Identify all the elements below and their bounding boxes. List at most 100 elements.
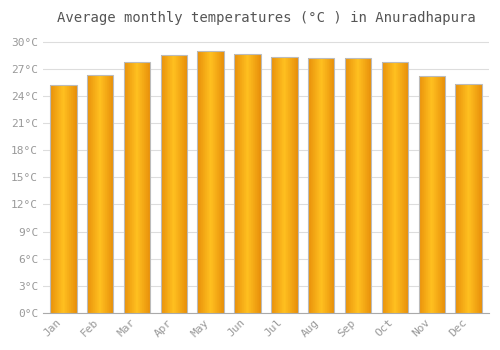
Bar xyxy=(324,57,325,313)
Bar xyxy=(212,51,214,313)
Bar xyxy=(165,55,166,313)
Bar xyxy=(442,76,443,313)
Bar xyxy=(316,57,317,313)
Bar xyxy=(172,55,173,313)
Bar xyxy=(236,54,237,313)
Bar xyxy=(331,57,332,313)
Bar xyxy=(198,51,200,313)
Bar xyxy=(472,84,474,313)
Bar xyxy=(74,85,75,313)
Bar xyxy=(173,55,174,313)
Bar xyxy=(271,57,297,313)
Bar xyxy=(277,57,278,313)
Bar xyxy=(75,85,76,313)
Title: Average monthly temperatures (°C ) in Anuradhapura: Average monthly temperatures (°C ) in An… xyxy=(56,11,476,25)
Bar xyxy=(279,57,280,313)
Bar xyxy=(358,58,360,313)
Bar xyxy=(420,76,421,313)
Bar xyxy=(360,58,362,313)
Bar xyxy=(418,76,419,313)
Bar xyxy=(148,62,149,313)
Bar xyxy=(332,57,333,313)
Bar xyxy=(322,57,323,313)
Bar xyxy=(386,62,387,313)
Bar xyxy=(131,62,132,313)
Bar xyxy=(88,75,89,313)
Bar xyxy=(397,62,398,313)
Bar xyxy=(169,55,170,313)
Bar xyxy=(234,54,235,313)
Bar xyxy=(163,55,164,313)
Bar xyxy=(162,55,163,313)
Bar xyxy=(104,75,106,313)
Bar xyxy=(54,85,56,313)
Bar xyxy=(352,58,353,313)
Bar xyxy=(271,57,272,313)
Bar xyxy=(246,54,247,313)
Bar xyxy=(275,57,276,313)
Bar xyxy=(130,62,131,313)
Bar xyxy=(292,57,293,313)
Bar xyxy=(259,54,260,313)
Bar xyxy=(435,76,436,313)
Bar xyxy=(330,57,331,313)
Bar xyxy=(256,54,257,313)
Bar xyxy=(200,51,202,313)
Bar xyxy=(289,57,290,313)
Bar xyxy=(97,75,98,313)
Bar xyxy=(366,58,368,313)
Bar xyxy=(423,76,424,313)
Bar xyxy=(441,76,442,313)
Bar xyxy=(147,62,148,313)
Bar xyxy=(132,62,133,313)
Bar xyxy=(65,85,66,313)
Bar xyxy=(183,55,184,313)
Bar xyxy=(433,76,434,313)
Bar xyxy=(462,84,464,313)
Bar xyxy=(406,62,407,313)
Bar xyxy=(166,55,167,313)
Bar xyxy=(345,58,346,313)
Bar xyxy=(255,54,256,313)
Bar xyxy=(348,58,349,313)
Bar xyxy=(137,62,138,313)
Bar xyxy=(164,55,165,313)
Bar xyxy=(383,62,384,313)
Bar xyxy=(90,75,91,313)
Bar xyxy=(436,76,437,313)
Bar xyxy=(134,62,135,313)
Bar xyxy=(272,57,273,313)
Bar xyxy=(62,85,63,313)
Bar xyxy=(394,62,395,313)
Bar xyxy=(185,55,186,313)
Bar xyxy=(364,58,366,313)
Bar xyxy=(234,54,261,313)
Bar xyxy=(370,58,372,313)
Bar xyxy=(168,55,169,313)
Bar xyxy=(235,54,236,313)
Bar xyxy=(175,55,176,313)
Bar xyxy=(283,57,284,313)
Bar xyxy=(388,62,389,313)
Bar xyxy=(140,62,141,313)
Bar xyxy=(202,51,203,313)
Bar xyxy=(176,55,177,313)
Bar xyxy=(95,75,96,313)
Bar xyxy=(429,76,430,313)
Bar xyxy=(439,76,440,313)
Bar xyxy=(325,57,326,313)
Bar xyxy=(308,57,334,313)
Bar xyxy=(171,55,172,313)
Bar xyxy=(404,62,405,313)
Bar xyxy=(98,75,99,313)
Bar xyxy=(128,62,129,313)
Bar xyxy=(252,54,253,313)
Bar xyxy=(425,76,426,313)
Bar xyxy=(70,85,71,313)
Bar xyxy=(468,84,469,313)
Bar xyxy=(426,76,427,313)
Bar xyxy=(327,57,328,313)
Bar xyxy=(440,76,441,313)
Bar xyxy=(50,85,51,313)
Bar xyxy=(142,62,143,313)
